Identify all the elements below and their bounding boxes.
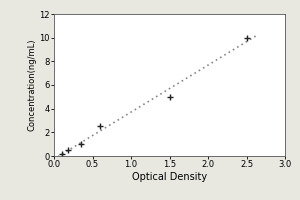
X-axis label: Optical Density: Optical Density — [132, 172, 207, 182]
Y-axis label: Concentration(ng/mL): Concentration(ng/mL) — [28, 39, 37, 131]
